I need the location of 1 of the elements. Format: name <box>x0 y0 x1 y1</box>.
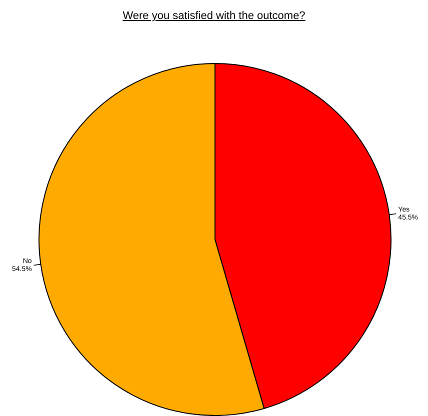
chart-title: Were you satisfied with the outcome? <box>122 10 306 22</box>
